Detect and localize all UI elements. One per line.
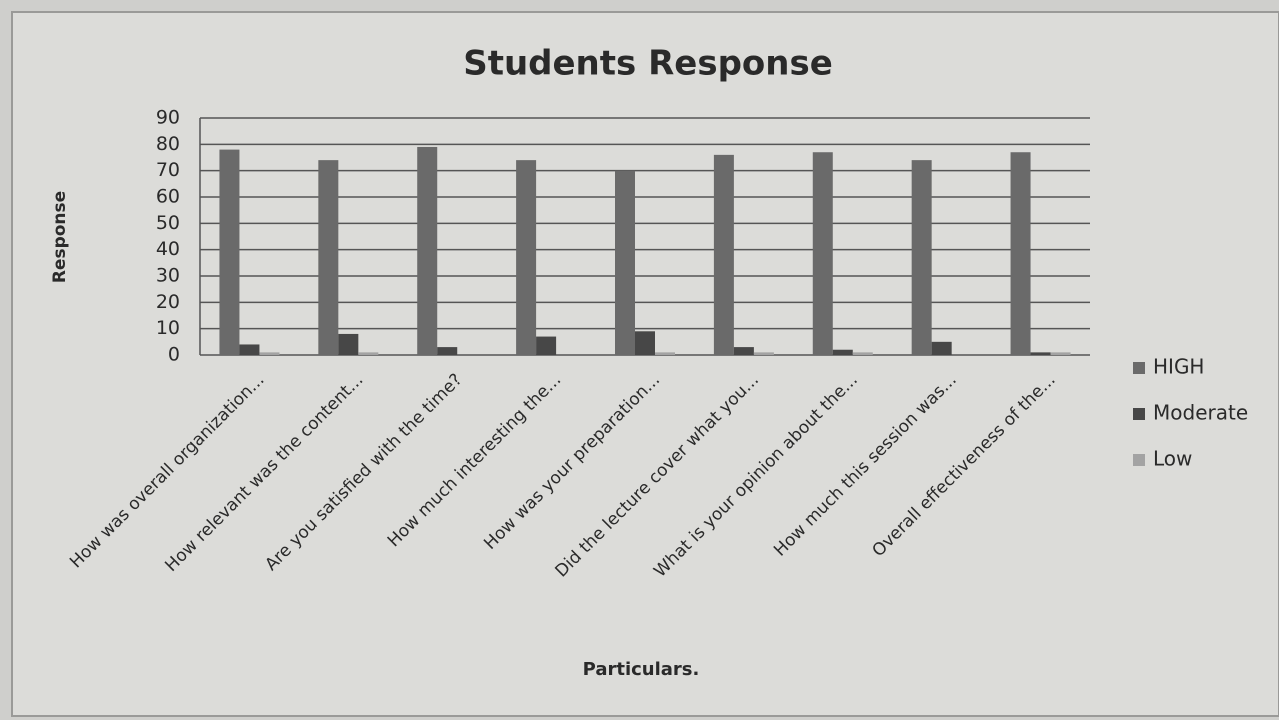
- bar: [852, 352, 873, 355]
- legend-swatch: [1133, 454, 1145, 466]
- bar: [219, 149, 240, 355]
- legend-swatch: [1133, 362, 1145, 374]
- bar: [733, 347, 754, 355]
- legend-swatch: [1133, 408, 1145, 420]
- bar: [911, 160, 932, 355]
- y-tick-label: 30: [156, 265, 180, 287]
- bar: [516, 160, 537, 355]
- bar: [812, 152, 833, 355]
- y-axis-label: Response: [50, 191, 70, 283]
- y-tick-label: 20: [156, 291, 180, 313]
- bar: [713, 154, 734, 355]
- bar: [753, 352, 774, 355]
- bar: [318, 160, 339, 355]
- bar: [358, 352, 379, 355]
- chart-title: Students Response: [463, 44, 833, 84]
- y-tick-label: 90: [156, 107, 180, 129]
- bar: [259, 352, 280, 355]
- chart-background: [11, 11, 1279, 717]
- bar: [655, 352, 675, 355]
- bar: [239, 344, 260, 355]
- y-tick-label: 60: [156, 186, 180, 208]
- y-tick-label: 40: [156, 238, 180, 260]
- bar: [615, 170, 635, 355]
- bar: [635, 331, 655, 355]
- bar: [536, 336, 557, 355]
- bar: [832, 349, 853, 355]
- bar: [1050, 352, 1071, 355]
- y-tick-label: 10: [156, 317, 180, 339]
- legend-label: Moderate: [1153, 401, 1248, 425]
- y-tick-label: 0: [168, 344, 180, 366]
- bar: [931, 341, 952, 355]
- y-tick-label: 50: [156, 212, 180, 234]
- legend-label: HIGH: [1153, 355, 1204, 379]
- bar: [417, 146, 438, 355]
- bar: [437, 347, 458, 355]
- bar: [338, 333, 359, 355]
- legend-label: Low: [1153, 447, 1192, 471]
- y-tick-label: 70: [156, 159, 180, 181]
- bar: [1010, 152, 1031, 355]
- x-axis-label: Particulars.: [583, 659, 700, 680]
- bar: [1030, 352, 1051, 355]
- y-tick-label: 80: [156, 133, 180, 155]
